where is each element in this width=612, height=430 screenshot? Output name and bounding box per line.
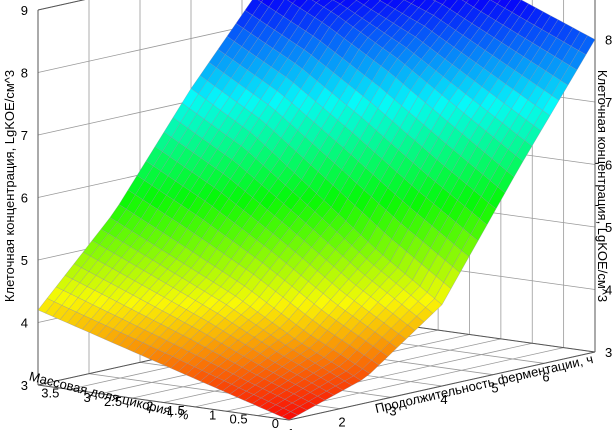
z-tick-label-left: 5 — [21, 253, 28, 268]
y-tick-label: 2 — [146, 399, 153, 414]
y-tick-label: 3.5 — [41, 385, 59, 400]
x-tick-label: 3 — [389, 403, 396, 418]
y-tick-label: 1 — [209, 407, 216, 422]
x-tick-label: 6 — [542, 369, 549, 384]
z-tick-label-right: 7 — [605, 95, 612, 110]
y-tick-label: 3 — [84, 390, 91, 405]
surface-patch — [311, 0, 321, 3]
box-edge — [288, 351, 596, 421]
z-tick-label-right: 8 — [605, 33, 612, 48]
x-tick-label: 4 — [440, 392, 447, 407]
x-tick-label: 1 — [287, 426, 294, 430]
x-axis-label: Продолжительность ферментации, ч — [374, 351, 595, 416]
surface-patch — [281, 411, 299, 421]
surface — [37, 0, 596, 421]
z-tick-label-left: 7 — [21, 128, 28, 143]
x-tick-label: 2 — [338, 415, 345, 430]
z-tick-label-right: 3 — [605, 345, 612, 360]
z-tick-label-left: 6 — [21, 191, 28, 206]
tick-labels: 3344556677889900.511.522.533.5123456 — [21, 3, 612, 430]
z-tick-label-left: 4 — [21, 316, 28, 331]
z-tick-label-left: 8 — [21, 66, 28, 81]
y-tick-label: 2.5 — [104, 394, 122, 409]
z-axis-label-left: Клеточная концентрация, LgKOE/см^3 — [2, 70, 17, 302]
z-tick-label-left: 9 — [21, 3, 28, 18]
z-tick-label-right: 4 — [605, 283, 612, 298]
z-axis-label-right: Клеточная концентрация, LgKOE/см^3 — [595, 70, 610, 302]
box-edge — [37, 384, 290, 421]
x-tick-label: 5 — [491, 381, 498, 396]
z-tick-label-right: 5 — [605, 220, 612, 235]
y-tick-label: 0.5 — [230, 412, 248, 427]
z-tick-label-right: 6 — [605, 158, 612, 173]
z-tick-label-left: 3 — [21, 378, 28, 393]
y-tick-label: 0 — [272, 416, 279, 430]
y-tick-label: 1.5 — [167, 403, 185, 418]
